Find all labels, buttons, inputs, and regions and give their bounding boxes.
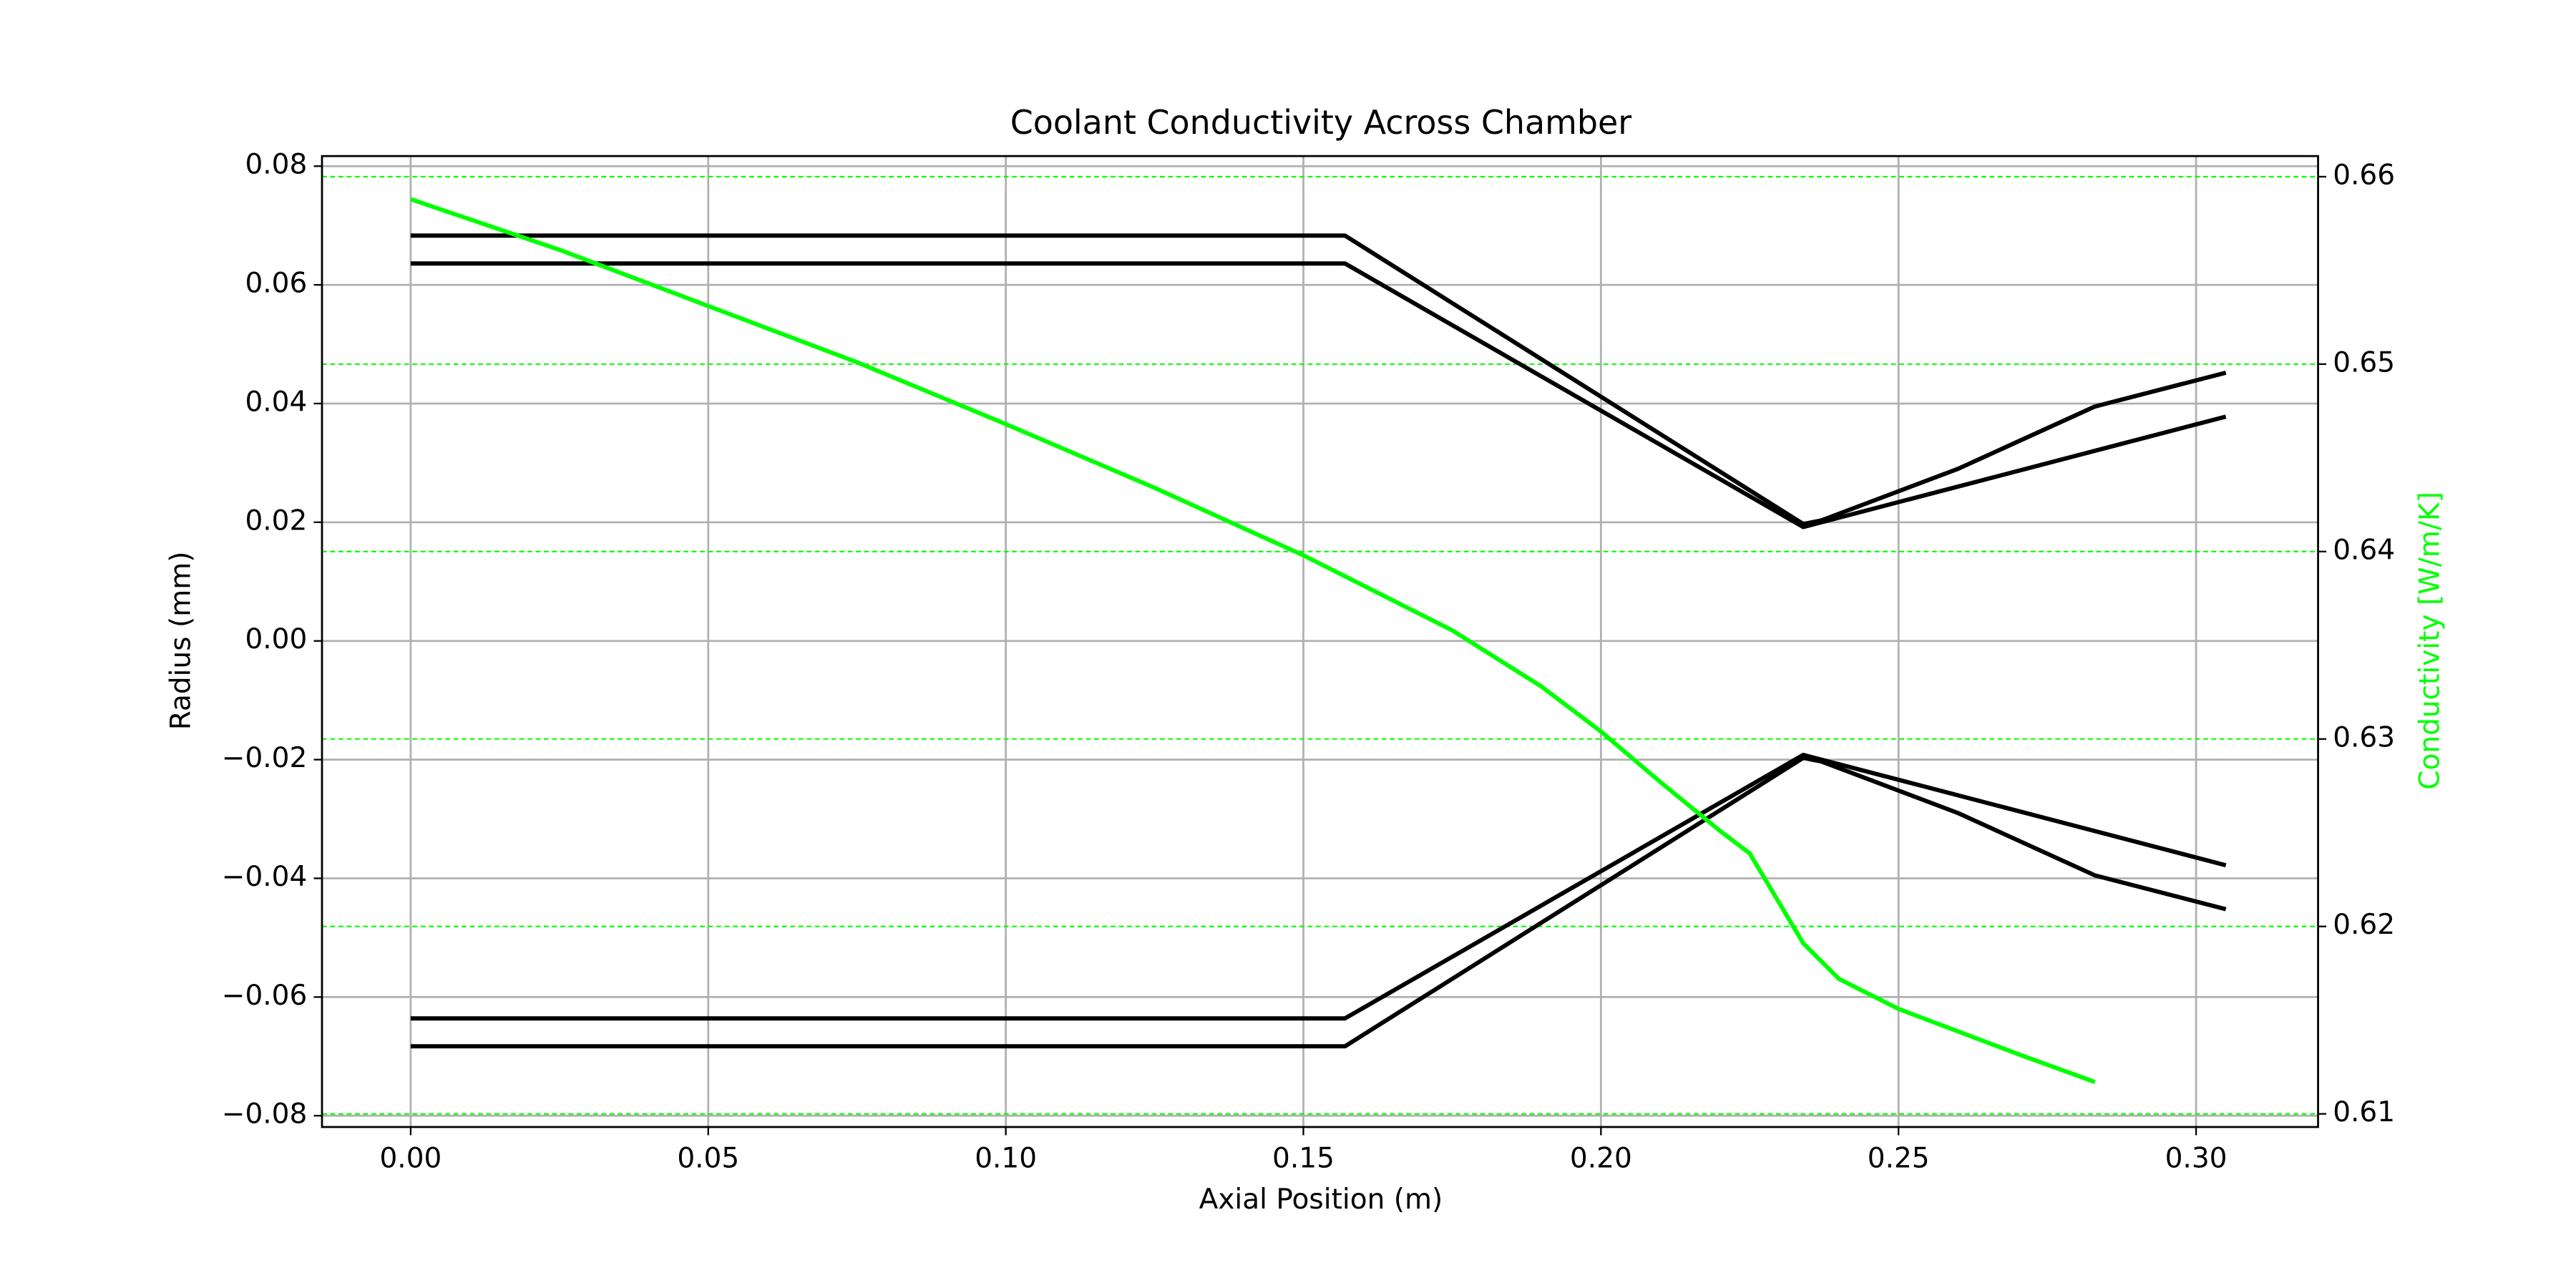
plot-frame — [321, 155, 2319, 1128]
y2-axis-label: Conductivity [W/m/K] — [2414, 492, 2446, 790]
x-tick-label: 0.15 — [1272, 1142, 1335, 1174]
y-tick-label: 0.00 — [245, 623, 307, 655]
y-tick-label: 0.06 — [245, 268, 307, 300]
series-line — [410, 261, 2227, 530]
y2-tick-label: 0.61 — [2333, 1096, 2395, 1128]
x-tick-label: 0.20 — [1570, 1142, 1632, 1174]
y2-tick-label: 0.66 — [2333, 159, 2395, 191]
x-tick-label: 0.30 — [2165, 1142, 2228, 1174]
y-axis-label: Radius (mm) — [165, 552, 197, 731]
y2-tick-label: 0.63 — [2333, 721, 2395, 753]
x-axis-label: Axial Position (m) — [1199, 1184, 1443, 1216]
y-tick-label: 0.04 — [245, 386, 307, 418]
y-tick-label: −0.04 — [222, 861, 308, 893]
y2-tick-label: 0.65 — [2333, 346, 2395, 379]
x-tick-label: 0.00 — [379, 1142, 441, 1174]
y-tick-label: −0.08 — [222, 1098, 308, 1131]
chart-title: Coolant Conductivity Across Chamber — [1010, 103, 1632, 142]
x-tick-label: 0.25 — [1868, 1142, 1930, 1174]
y2-tick-label: 0.64 — [2333, 534, 2395, 566]
y-tick-label: 0.02 — [245, 504, 307, 537]
y-tick-label: 0.08 — [245, 149, 307, 181]
series-line — [410, 752, 2227, 1021]
x-tick-label: 0.05 — [677, 1142, 739, 1174]
x-tick-label: 0.10 — [975, 1142, 1037, 1174]
y-tick-label: −0.06 — [222, 980, 308, 1012]
y2-tick-label: 0.62 — [2333, 909, 2395, 941]
y-tick-label: −0.02 — [222, 742, 308, 774]
series-line — [409, 197, 2096, 1084]
